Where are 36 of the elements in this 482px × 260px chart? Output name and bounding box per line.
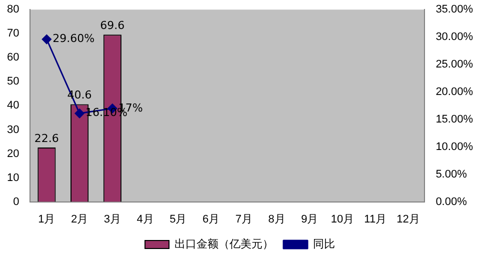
y-tick-label: 70 (6, 28, 20, 40)
y-tick-label: 80 (6, 4, 20, 16)
x-tick-label: 5月 (170, 213, 187, 226)
y2-tick-label: 20.00% (436, 86, 474, 98)
data-label: 29.60% (52, 32, 95, 46)
x-tick-label: 6月 (202, 213, 220, 226)
y2-tick-label: 25.00% (436, 58, 474, 71)
y-tick-label: 10 (6, 172, 20, 184)
y2-tick-label: 30.00% (436, 31, 474, 44)
y2-tick-label: 10.00% (436, 140, 474, 153)
y-tick-label: 40 (6, 100, 20, 112)
x-tick-label: 11月 (364, 213, 387, 226)
y2-tick-label: 0.00% (436, 196, 468, 208)
y-tick-label: 30 (6, 124, 20, 136)
legend-label: 出口金额（亿美元） (174, 238, 274, 251)
x-tick-label: 3月 (104, 213, 121, 226)
legend-label: 同比 (313, 238, 335, 251)
data-label: 22.6 (34, 132, 59, 145)
y-tick-label: 60 (6, 52, 20, 64)
y2-tick-label: 5.00% (436, 168, 468, 180)
y2-tick-label: 35.00% (436, 4, 474, 16)
x-tick-label: 7月 (235, 213, 252, 226)
y-tick-label: 0 (13, 196, 20, 208)
x-tick-label: 4月 (136, 213, 154, 226)
x-tick-label: 10月 (330, 213, 354, 226)
data-label: 69.6 (100, 18, 125, 32)
x-tick-label: 9月 (301, 213, 318, 226)
x-tick-label: 12月 (396, 213, 420, 226)
y-tick-label: 50 (6, 76, 20, 88)
x-tick-label: 8月 (268, 213, 286, 226)
point (74, 108, 84, 118)
x-tick-label: 1月 (38, 213, 56, 226)
x-tick-label: 2月 (70, 213, 88, 226)
point (42, 34, 52, 44)
y2-tick-label: 15.00% (436, 113, 474, 126)
y-tick-label: 20 (6, 148, 20, 160)
